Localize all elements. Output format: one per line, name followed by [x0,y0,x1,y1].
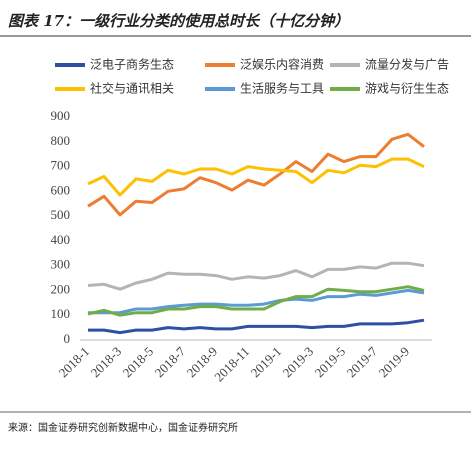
series-line [87,261,425,291]
series-line [88,288,425,315]
y-tick-label: 400 [51,232,71,247]
y-tick-label: 300 [51,257,71,272]
legend-label: 游戏与衍生生态 [365,82,449,96]
y-tick-label: 500 [51,207,71,222]
series-line [87,132,425,217]
x-tick-label: 2018-3 [88,344,125,381]
legend-label: 生活服务与工具 [240,81,324,96]
x-tick-label: 2018-11 [211,344,252,385]
x-tick-label: 2018-7 [152,343,189,380]
y-tick-label: 200 [51,281,71,296]
y-tick-label: 800 [51,133,71,148]
legend-label: 流量分发与广告 [365,57,449,72]
series-line [87,285,425,317]
x-tick-label: 2019-9 [376,344,413,381]
x-tick-label: 2019-7 [344,343,381,380]
x-tick-label: 2019-1 [248,344,285,381]
legend-label: 泛电子商务生态 [90,57,174,72]
series-line [88,318,425,335]
series-line [87,157,425,197]
chart-title: 图表 17：一级行业分类的使用总时长（十亿分钟） [8,12,349,30]
y-tick-label: 100 [51,306,71,321]
y-tick-label: 700 [51,158,71,173]
x-tick-label: 2019-5 [312,344,349,381]
source: 来源：国金证券研究创新数据中心，国金证券研究所 [8,421,238,434]
x-tick-label: 2018-1 [56,344,93,381]
x-tick-label: 2018-5 [120,344,157,381]
x-tick-label: 2019-3 [280,344,317,381]
y-tick-label: 600 [51,182,71,197]
y-tick-label: 0 [64,331,71,346]
y-tick-label: 900 [51,108,71,123]
legend-label: 社交与通讯相关 [90,81,174,96]
legend-label: 泛娱乐内容消费 [240,57,324,72]
